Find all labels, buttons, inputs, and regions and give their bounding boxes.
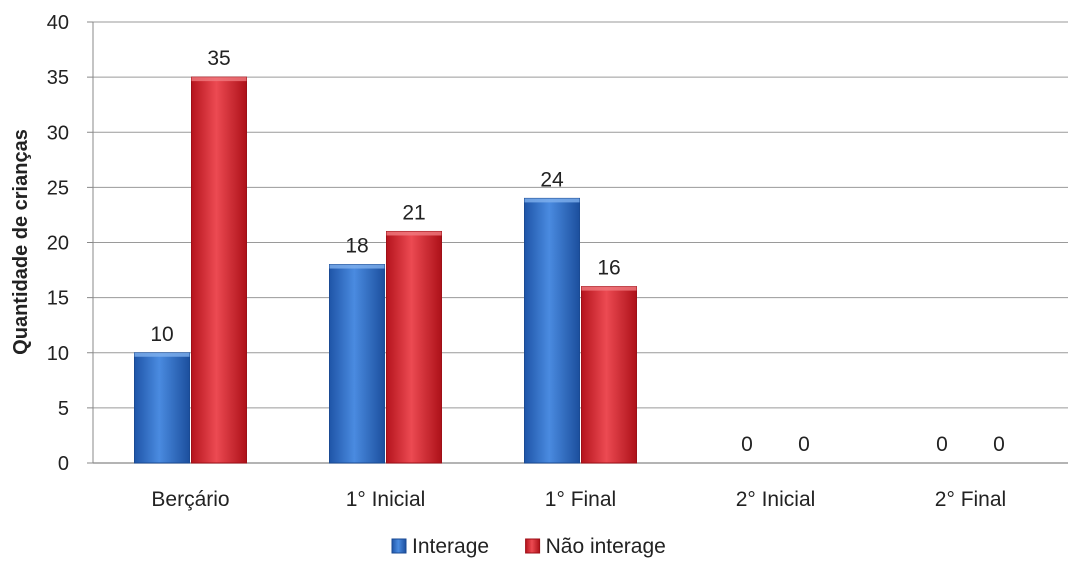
- legend-swatch-nao-interage: [525, 538, 541, 554]
- x-category-label: Berçário: [151, 488, 229, 511]
- x-category-label: 2° Final: [935, 488, 1006, 511]
- x-category-label: 1° Final: [545, 488, 616, 511]
- x-axis-categories: Berçário 1° Inicial 1° Final 2° Inicial 2° F…: [151, 488, 1006, 511]
- legend-label-interage: Interage: [412, 535, 489, 558]
- y-tick-label: 35: [47, 67, 69, 89]
- x-category-label: 2° Inicial: [736, 488, 816, 511]
- bar-nao-interage: [581, 286, 637, 464]
- bar-top-highlight: [524, 198, 580, 203]
- data-label: 21: [402, 201, 425, 224]
- bar-top-highlight: [134, 352, 190, 357]
- legend-swatch-interage: [391, 538, 407, 554]
- data-labels: 10 35 18 21 24 16 0 0 0 0: [150, 47, 1005, 456]
- y-axis-label: Quantidade de crianças: [10, 129, 32, 355]
- y-tick-label: 20: [47, 233, 69, 255]
- data-label: 35: [207, 47, 230, 70]
- bar-interage: [329, 264, 385, 464]
- data-label: 16: [597, 257, 620, 280]
- y-tick-label: 40: [47, 12, 69, 34]
- bar-top-highlight: [581, 286, 637, 291]
- data-label: 18: [345, 235, 368, 258]
- legend-label-nao-interage: Não interage: [546, 535, 666, 558]
- data-label: 0: [993, 433, 1005, 456]
- gridlines: [93, 21, 1068, 409]
- data-label: 0: [798, 433, 810, 456]
- legend: Interage Não interage: [391, 535, 666, 558]
- y-tick-label: 15: [47, 288, 69, 310]
- axes: [92, 22, 1068, 464]
- bar-top-highlight: [386, 231, 442, 236]
- bar-nao-interage: [191, 76, 247, 464]
- y-tick-label: 30: [47, 122, 69, 144]
- y-tick-label: 0: [58, 453, 69, 475]
- bar-interage: [524, 197, 580, 464]
- bar-nao-interage: [386, 230, 442, 464]
- y-axis-ticks: 0 5 10 15 20 25 30 35 40: [47, 12, 93, 475]
- bar-top-highlight: [191, 77, 247, 82]
- data-label: 10: [150, 323, 173, 346]
- x-category-label: 1° Inicial: [346, 488, 426, 511]
- y-tick-label: 10: [47, 343, 69, 365]
- bars: [134, 76, 637, 464]
- data-label: 24: [540, 168, 564, 191]
- y-tick-label: 25: [47, 177, 69, 199]
- data-label: 0: [741, 433, 753, 456]
- data-label: 0: [936, 433, 948, 456]
- y-tick-label: 5: [58, 398, 69, 420]
- bar-interage: [134, 352, 190, 464]
- bar-top-highlight: [329, 264, 385, 269]
